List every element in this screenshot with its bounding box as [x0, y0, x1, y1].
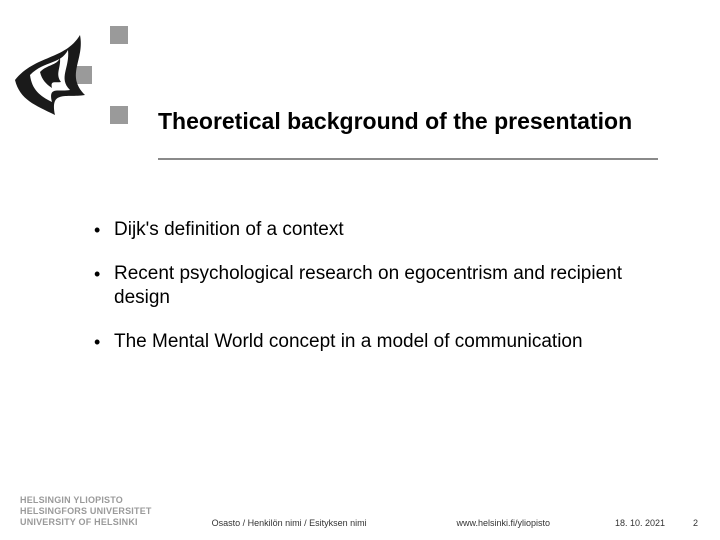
- bullet-dot-icon: •: [94, 218, 114, 242]
- footer-dept: Osasto / Henkilön nimi / Esityksen nimi: [212, 518, 367, 528]
- footer-date: 18. 10. 2021: [615, 518, 665, 528]
- footer-url: www.helsinki.fi/yliopisto: [456, 518, 550, 528]
- footer-right: 18. 10. 2021 2: [615, 518, 698, 528]
- uni-name-en: UNIVERSITY OF HELSINKI: [20, 517, 152, 528]
- slide-title: Theoretical background of the presentati…: [158, 108, 632, 135]
- title-underline: [158, 158, 658, 160]
- bullet-text: The Mental World concept in a model of c…: [114, 330, 583, 354]
- list-item: • The Mental World concept in a model of…: [94, 330, 654, 354]
- bullet-list: • Dijk's definition of a context • Recen…: [94, 218, 654, 374]
- slide: Theoretical background of the presentati…: [0, 0, 720, 540]
- university-flame-logo: [10, 20, 150, 150]
- footer-page-number: 2: [693, 518, 698, 528]
- footer: HELSINGIN YLIOPISTO HELSINGFORS UNIVERSI…: [0, 495, 720, 528]
- list-item: • Dijk's definition of a context: [94, 218, 654, 242]
- bullet-dot-icon: •: [94, 262, 114, 286]
- university-name-block: HELSINGIN YLIOPISTO HELSINGFORS UNIVERSI…: [20, 495, 152, 528]
- bullet-dot-icon: •: [94, 330, 114, 354]
- uni-name-fi: HELSINGIN YLIOPISTO: [20, 495, 152, 506]
- bullet-text: Recent psychological research on egocent…: [114, 262, 654, 310]
- uni-name-sv: HELSINGFORS UNIVERSITET: [20, 506, 152, 517]
- bullet-text: Dijk's definition of a context: [114, 218, 344, 242]
- list-item: • Recent psychological research on egoce…: [94, 262, 654, 310]
